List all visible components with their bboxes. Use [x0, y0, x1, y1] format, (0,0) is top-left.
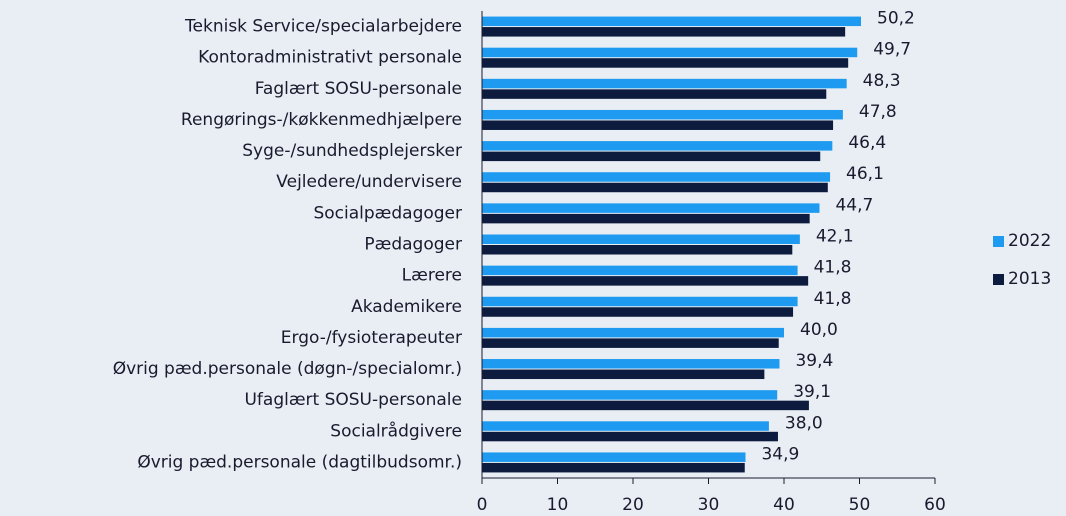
bar — [482, 400, 809, 411]
bar — [482, 78, 847, 89]
bar — [482, 307, 794, 317]
bar — [482, 213, 810, 224]
value-label: 41,8 — [814, 258, 852, 278]
y-tick-label: Socialrådgivere — [330, 420, 462, 441]
value-label: 39,1 — [793, 382, 831, 402]
value-label: 41,8 — [814, 289, 852, 309]
x-tick-label: 60 — [924, 495, 946, 515]
bar — [482, 182, 828, 193]
y-tick-label: Teknisk Service/specialarbejdere — [184, 17, 462, 37]
bar — [482, 245, 793, 255]
bar — [482, 452, 746, 462]
value-label: 44,7 — [835, 195, 873, 215]
value-label: 49,7 — [873, 40, 911, 60]
y-tick-label: Lærere — [402, 266, 462, 286]
bar — [482, 431, 778, 442]
value-label: 48,3 — [863, 71, 901, 91]
legend-swatch — [993, 236, 1004, 247]
bar — [482, 47, 858, 58]
y-tick-label: Syge-/sundhedsplejersker — [242, 141, 462, 161]
y-tick-label: Akademikere — [351, 297, 462, 317]
bar — [482, 141, 833, 151]
y-tick-label: Pædagoger — [364, 235, 462, 255]
bar — [482, 58, 849, 68]
y-tick-label: Ufaglært SOSU-personale — [244, 390, 462, 410]
value-label: 50,2 — [877, 9, 915, 29]
bar — [482, 327, 784, 338]
bar — [482, 359, 780, 369]
value-label: 46,1 — [846, 164, 884, 184]
bar — [482, 462, 745, 473]
bar — [482, 109, 843, 120]
value-label: 42,1 — [816, 227, 854, 247]
x-tick-label: 10 — [547, 495, 569, 515]
bar — [482, 276, 809, 286]
y-tick-label: Faglært SOSU-personale — [255, 79, 462, 99]
y-tick-label: Kontoradministrativt personale — [198, 48, 462, 68]
legend-label: 2022 — [1008, 231, 1051, 251]
bar — [482, 203, 820, 213]
bar — [482, 89, 827, 99]
y-tick-label: Øvrig pæd.personale (dagtilbudsomr.) — [137, 452, 462, 472]
bar — [482, 390, 778, 400]
bar — [482, 151, 821, 162]
y-tick-label: Rengørings-/køkkenmedhjælpere — [181, 110, 462, 130]
x-tick-label: 30 — [698, 495, 720, 515]
value-label: 38,0 — [785, 413, 823, 433]
bar — [482, 296, 798, 307]
bar — [482, 27, 846, 37]
y-tick-label: Vejledere/undervisere — [276, 172, 462, 192]
bar — [482, 421, 769, 431]
bar — [482, 234, 800, 244]
x-tick-label: 20 — [622, 495, 644, 515]
bar — [482, 338, 779, 348]
value-label: 34,9 — [761, 444, 799, 464]
bar — [482, 265, 798, 276]
y-tick-label: Ergo-/fysioterapeuter — [281, 328, 462, 348]
value-label: 39,4 — [795, 351, 833, 371]
bar — [482, 16, 862, 27]
value-label: 46,4 — [848, 133, 886, 153]
x-tick-label: 50 — [849, 495, 871, 515]
legend-label: 2013 — [1008, 269, 1051, 289]
y-tick-label: Øvrig pæd.personale (døgn-/specialomr.) — [113, 359, 462, 379]
value-label: 47,8 — [859, 102, 897, 122]
bar — [482, 120, 834, 130]
value-label: 40,0 — [800, 320, 838, 340]
y-tick-label: Socialpædagoger — [313, 203, 462, 223]
x-tick-label: 40 — [773, 495, 795, 515]
legend-swatch — [993, 274, 1004, 285]
bar — [482, 172, 831, 182]
x-tick-label: 0 — [477, 495, 488, 515]
bar — [482, 369, 765, 380]
